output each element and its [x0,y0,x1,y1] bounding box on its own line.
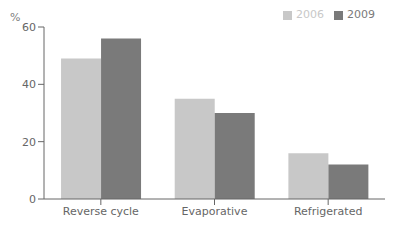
svg-text:20: 20 [22,136,36,149]
svg-text:Evaporative: Evaporative [182,205,248,218]
svg-text:Reverse cycle: Reverse cycle [63,205,139,218]
svg-text:40: 40 [22,78,36,91]
svg-text:%: % [10,11,20,24]
svg-text:Refrigerated: Refrigerated [294,205,362,218]
html-text:2006: 2006 [296,8,324,21]
html-text:2009: 2009 [347,8,375,21]
svg-text:60: 60 [22,21,36,34]
svg-text:0: 0 [29,193,36,206]
